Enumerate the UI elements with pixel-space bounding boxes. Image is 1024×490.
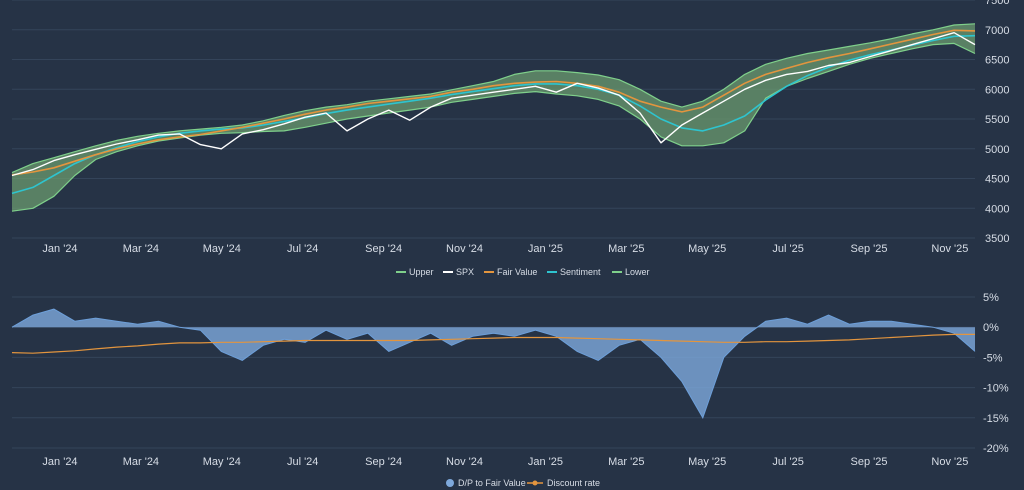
x-tick-label: Jul '24 bbox=[287, 456, 318, 468]
y-tick-label: 0% bbox=[983, 322, 999, 334]
x-tick-label: Mar '25 bbox=[608, 456, 644, 468]
x-tick-label: Jul '25 bbox=[772, 456, 803, 468]
series-line-lower bbox=[11, 42, 976, 212]
x-tick-label: Jul '25 bbox=[772, 243, 803, 255]
y-tick-label: 5% bbox=[983, 292, 999, 304]
y-tick-label: -15% bbox=[983, 413, 1009, 425]
legend-label-lower: Lower bbox=[625, 267, 650, 277]
legend-label-spx: SPX bbox=[456, 267, 474, 277]
top-chart-series bbox=[11, 23, 976, 212]
band-fill bbox=[12, 23, 975, 212]
x-tick-label: Mar '25 bbox=[608, 243, 644, 255]
x-tick-label: Mar '24 bbox=[123, 243, 159, 255]
bottom-chart-x-axis: Jan '24 Mar '24 May '24 Jul '24 Sep '24 Nov '… bbox=[42, 456, 968, 468]
dp-area-fill bbox=[12, 309, 975, 418]
x-tick-label: Jan '25 bbox=[528, 456, 563, 468]
legend-label-upper: Upper bbox=[409, 267, 434, 277]
legend-label-sentiment: Sentiment bbox=[560, 267, 601, 277]
x-tick-label: May '24 bbox=[203, 456, 241, 468]
y-tick-label: 5000 bbox=[985, 144, 1009, 156]
y-tick-label: 5500 bbox=[985, 114, 1009, 126]
y-tick-label: -5% bbox=[983, 352, 1003, 364]
bottom-chart-series bbox=[11, 308, 976, 419]
top-chart-legend[interactable]: Upper SPX Fair Value Sentiment Lower bbox=[396, 267, 650, 277]
top-chart-band bbox=[12, 23, 975, 212]
x-tick-label: Nov '25 bbox=[931, 456, 968, 468]
x-tick-label: Jan '24 bbox=[42, 456, 77, 468]
x-tick-label: Nov '24 bbox=[446, 456, 483, 468]
x-tick-label: Jan '24 bbox=[42, 243, 77, 255]
series-line-spx bbox=[11, 32, 976, 177]
y-tick-label: -20% bbox=[983, 443, 1009, 455]
x-tick-label: May '25 bbox=[688, 456, 726, 468]
x-tick-label: May '25 bbox=[688, 243, 726, 255]
x-tick-label: Sep '24 bbox=[365, 243, 402, 255]
x-tick-label: Sep '24 bbox=[365, 456, 402, 468]
legend-swatch-dot-discount-rate bbox=[532, 480, 538, 486]
bottom-chart-area bbox=[12, 309, 975, 418]
x-tick-label: May '24 bbox=[203, 243, 241, 255]
y-tick-label: -10% bbox=[983, 383, 1009, 395]
x-tick-label: Sep '25 bbox=[851, 456, 888, 468]
legend-label-fair-value: Fair Value bbox=[497, 267, 537, 277]
x-tick-label: Nov '25 bbox=[931, 243, 968, 255]
x-tick-label: Sep '25 bbox=[851, 243, 888, 255]
bottom-chart-legend[interactable]: D/P to Fair Value Discount rate bbox=[446, 478, 600, 488]
y-tick-label: 6000 bbox=[985, 84, 1009, 96]
bottom-chart-y-axis: 5% 0% -5% -10% -15% -20% bbox=[983, 292, 1009, 455]
x-tick-label: Mar '24 bbox=[123, 456, 159, 468]
y-tick-label: 6500 bbox=[985, 55, 1009, 67]
y-tick-label: 7500 bbox=[985, 0, 1009, 7]
top-chart-y-axis: 3500 4000 4500 5000 5500 6000 6500 7000 7500 bbox=[985, 0, 1009, 245]
series-line-dp-to-fair-value bbox=[11, 308, 976, 419]
y-tick-label: 4000 bbox=[985, 203, 1009, 215]
legend-label-discount-rate: Discount rate bbox=[547, 478, 600, 488]
x-tick-label: Nov '24 bbox=[446, 243, 483, 255]
y-tick-label: 3500 bbox=[985, 233, 1009, 245]
series-line-upper bbox=[11, 23, 976, 174]
y-tick-label: 4500 bbox=[985, 174, 1009, 186]
series-line-discount-rate bbox=[11, 333, 975, 354]
legend-label-dp-to-fair-value: D/P to Fair Value bbox=[458, 478, 526, 488]
y-tick-label: 7000 bbox=[985, 25, 1009, 37]
x-tick-label: Jul '24 bbox=[287, 243, 318, 255]
legend-swatch-dp-to-fair-value bbox=[446, 479, 454, 487]
series-line-fair-value bbox=[11, 29, 976, 176]
x-tick-label: Jan '25 bbox=[528, 243, 563, 255]
top-chart-x-axis: Jan '24 Mar '24 May '24 Jul '24 Sep '24 Nov '… bbox=[42, 243, 968, 255]
